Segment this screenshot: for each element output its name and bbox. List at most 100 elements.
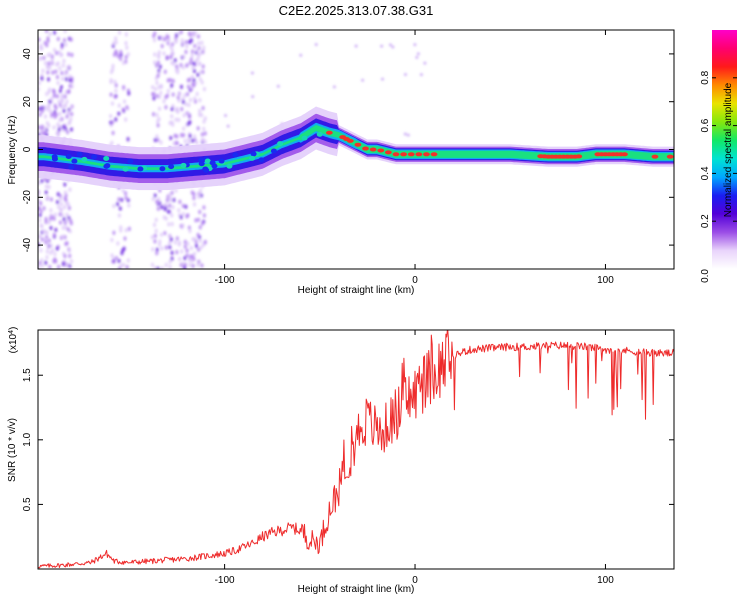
spectrogram-cell <box>40 263 44 268</box>
spectrogram-cell <box>158 239 162 244</box>
spectrogram-blob <box>103 163 110 169</box>
spectrogram-cell <box>194 218 198 223</box>
spectrogram-y-tick-label: -40 <box>22 237 33 252</box>
spectrogram-cell <box>153 52 157 57</box>
spectrogram-cell <box>64 42 68 47</box>
spectrogram-cell <box>276 84 280 88</box>
colorbar-label: Normalized spectral amplitude <box>723 82 734 217</box>
snr-panel: -100 0 100 0.5 1.0 1.5 Height of straight li… <box>7 327 675 595</box>
spectrogram-cell <box>181 203 185 209</box>
spectrogram-cell <box>160 205 164 210</box>
spectrogram-cell <box>56 36 60 42</box>
spectrogram-cell <box>121 188 125 193</box>
spectrogram-cell <box>65 99 69 104</box>
spectrogram-cell <box>190 49 195 54</box>
spectrogram-cell <box>164 105 168 110</box>
spectrogram-cell <box>121 60 126 66</box>
spectrogram-peak <box>621 152 628 157</box>
spectrogram-cell <box>126 258 130 263</box>
spectrogram-cell <box>67 52 71 57</box>
spectrogram-cell <box>423 61 427 65</box>
spectrogram-cell <box>60 42 64 48</box>
spectrogram-cell <box>56 192 60 197</box>
spectrogram-cell <box>187 225 192 230</box>
spectrogram-cell <box>126 52 130 57</box>
spectrogram-cell <box>54 69 58 74</box>
spectrogram-cell <box>175 250 179 255</box>
spectrogram-cell <box>57 50 62 55</box>
spectrogram-cell <box>186 111 190 116</box>
spectrogram-cell <box>45 230 49 235</box>
spectrogram-cell <box>116 241 120 246</box>
spectrogram-cell <box>151 196 155 202</box>
spectrogram-cell <box>196 217 201 223</box>
spectrogram-cell <box>197 61 202 67</box>
spectrogram-cell <box>110 120 115 125</box>
spectrogram-cell <box>171 78 175 84</box>
spectrogram-cell <box>416 52 420 56</box>
colorbar-gradient <box>712 30 737 269</box>
spectrogram-blob <box>232 152 239 158</box>
spectrogram-cell <box>55 74 60 80</box>
spectrogram-cell <box>183 93 187 98</box>
spectrogram-cell <box>391 45 395 49</box>
spectrogram-cell <box>51 70 55 75</box>
spectrogram-cell <box>68 263 72 269</box>
snr-x-tick-label: -100 <box>215 575 235 586</box>
spectrogram-cell <box>60 98 64 104</box>
spectrogram-blob <box>270 148 277 154</box>
spectrogram-cell <box>202 213 207 218</box>
spectrogram-cell <box>195 48 199 53</box>
spectrogram-cell <box>188 133 192 139</box>
spectrogram-cell <box>152 222 157 228</box>
spectrogram-blob <box>127 158 134 164</box>
spectrogram-cell <box>39 209 43 214</box>
spectrogram-cell <box>49 109 53 114</box>
spectrogram-cell <box>185 248 189 253</box>
spectrogram-cell <box>200 80 204 85</box>
spectrogram-y-tick-label: 40 <box>22 48 33 60</box>
spectrogram-cell <box>60 76 65 82</box>
spectrogram-cell <box>61 261 66 267</box>
spectrogram-cell <box>201 49 205 55</box>
spectrogram-cell <box>56 204 61 210</box>
spectrogram-cell <box>181 211 186 217</box>
spectrogram-cell <box>48 216 53 222</box>
spectrogram-cell <box>180 249 184 254</box>
spectrogram-cell <box>185 63 189 68</box>
spectrogram-cell <box>56 80 60 86</box>
spectrogram-cell <box>117 30 122 35</box>
spectrogram-blob <box>198 161 205 167</box>
spectrogram-cell <box>180 106 184 112</box>
spectrogram-cell <box>40 76 44 81</box>
spectrogram-cell <box>179 62 183 68</box>
spectrogram-cell <box>111 130 115 136</box>
spectrogram-cell <box>127 203 131 208</box>
spectrogram-cell <box>181 261 185 266</box>
spectrogram-cell <box>48 264 52 269</box>
spectrogram-cell <box>60 93 64 98</box>
spectrogram-blob <box>301 135 308 141</box>
spectrogram-cell <box>201 64 205 69</box>
spectrogram-cell <box>202 137 206 143</box>
spectrogram-cell <box>196 232 200 238</box>
spectrogram-peak <box>377 148 385 153</box>
spectrogram-cell <box>52 125 56 130</box>
spectrogram-cell <box>125 45 129 50</box>
spectrogram-cell <box>159 83 163 89</box>
spectrogram-cell <box>119 228 123 233</box>
spectrogram-cell <box>69 221 73 226</box>
spectrogram-blob <box>103 156 110 162</box>
spectrogram-cell <box>43 60 48 66</box>
spectrogram-cell <box>160 43 164 49</box>
spectrogram-blob <box>91 154 98 160</box>
spectrogram-cell <box>193 96 197 101</box>
spectrogram-cell <box>38 234 43 239</box>
spectrogram-cell <box>168 77 173 83</box>
spectrogram-cell <box>49 197 54 202</box>
spectrogram-cell <box>183 239 187 245</box>
spectrogram-cell <box>192 191 196 197</box>
spectrogram-cell <box>41 131 45 136</box>
spectrogram-cell <box>166 209 171 214</box>
spectrogram-cell <box>198 209 202 215</box>
